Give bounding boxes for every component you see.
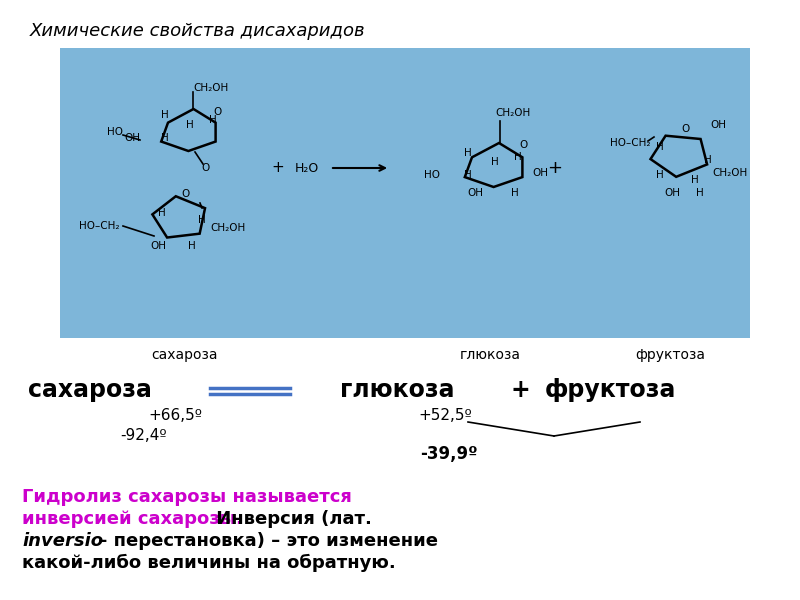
Text: OH: OH	[710, 120, 726, 130]
Text: H: H	[209, 115, 217, 125]
Text: H: H	[158, 208, 166, 218]
Text: – перестановка) – это изменение: – перестановка) – это изменение	[92, 532, 438, 550]
Text: -92,4º: -92,4º	[120, 428, 166, 443]
FancyBboxPatch shape	[60, 48, 750, 338]
Text: H: H	[464, 148, 472, 158]
Text: H: H	[186, 120, 194, 130]
Text: H: H	[696, 188, 704, 198]
Text: O: O	[520, 140, 528, 150]
Text: +66,5º: +66,5º	[148, 408, 202, 423]
Text: CH₂OH: CH₂OH	[193, 83, 228, 93]
Text: H: H	[198, 215, 206, 225]
Text: H: H	[656, 142, 664, 152]
Text: фруктоза: фруктоза	[635, 348, 705, 362]
Text: -39,9º: -39,9º	[420, 445, 478, 463]
Text: H: H	[691, 175, 699, 185]
Text: сахароза: сахароза	[152, 348, 218, 362]
Text: HO–CH₂: HO–CH₂	[79, 221, 120, 231]
Text: H: H	[161, 133, 169, 143]
Text: OH: OH	[467, 188, 483, 198]
Text: inversio: inversio	[22, 532, 103, 550]
Text: O: O	[201, 163, 209, 173]
Text: H: H	[161, 110, 169, 120]
Text: OH: OH	[150, 241, 166, 251]
Text: H: H	[188, 241, 196, 251]
Text: какой-либо величины на обратную.: какой-либо величины на обратную.	[22, 554, 396, 572]
Text: глюкоза: глюкоза	[340, 378, 454, 402]
Text: H₂O: H₂O	[295, 161, 319, 175]
Text: CH₂OH: CH₂OH	[210, 223, 246, 233]
Text: +: +	[510, 378, 530, 402]
Text: +52,5º: +52,5º	[418, 408, 472, 423]
Text: O: O	[181, 189, 189, 199]
Text: OH: OH	[532, 168, 548, 178]
Text: инверсией сахарозы.: инверсией сахарозы.	[22, 510, 243, 528]
Text: глюкоза: глюкоза	[459, 348, 521, 362]
Text: CH₂OH: CH₂OH	[495, 108, 530, 118]
Text: H: H	[656, 170, 664, 180]
Text: Гидролиз сахарозы называется: Гидролиз сахарозы называется	[22, 488, 352, 506]
Text: H: H	[511, 188, 519, 198]
Text: OH: OH	[664, 188, 680, 198]
Text: Инверсия (лат.: Инверсия (лат.	[210, 510, 372, 528]
Text: H: H	[514, 152, 522, 162]
Text: HO–CH₂: HO–CH₂	[610, 138, 650, 148]
Text: HO: HO	[107, 127, 123, 137]
Text: HO: HO	[424, 170, 440, 180]
Text: сахароза: сахароза	[28, 378, 152, 402]
Text: +: +	[272, 160, 284, 175]
Text: O: O	[681, 124, 689, 134]
Text: OH: OH	[124, 133, 140, 143]
Text: +: +	[547, 159, 562, 177]
Text: CH₂OH: CH₂OH	[712, 168, 747, 178]
Text: O: O	[214, 107, 222, 117]
Text: фруктоза: фруктоза	[545, 378, 676, 402]
Text: H: H	[491, 157, 499, 167]
Text: Химические свойства дисахаридов: Химические свойства дисахаридов	[30, 22, 366, 40]
Text: H: H	[704, 155, 712, 165]
Text: H: H	[464, 170, 472, 180]
